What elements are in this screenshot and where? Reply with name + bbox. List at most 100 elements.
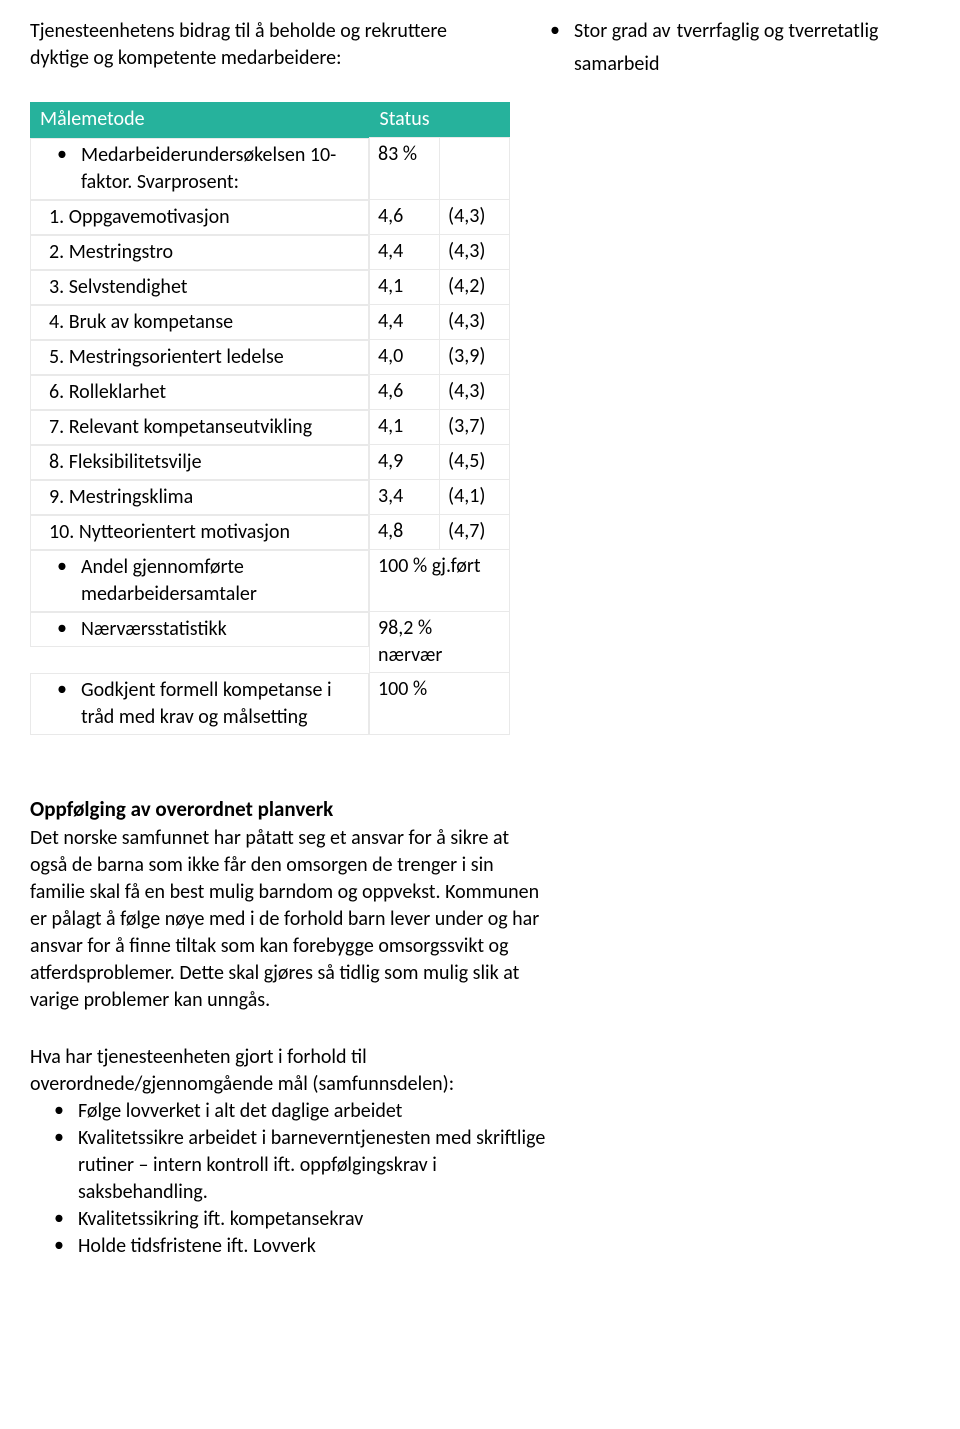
row-comparison: (4,3) [440,200,510,235]
list-item: • Kvalitetssikre arbeidet i barneverntjen… [30,1125,550,1206]
table-row: 1. Oppgavemotivasjon 4,6(4,3) [30,200,510,235]
row-comparison: (4,3) [440,375,510,410]
row-comparison: (4,3) [440,235,510,270]
table-row: 2. Mestringstro 4,4(4,3) [30,235,510,270]
list-item: • Følge lovverket i alt det daglige arbei… [30,1098,550,1125]
bottom-list: • Følge lovverket i alt det daglige arbei… [30,1098,550,1260]
row-label: 4. Bruk av kompetanse [30,305,369,340]
row-comparison: (4,2) [440,270,510,305]
bullet-icon: • [57,554,67,578]
row-label-text: 9. Mestringsklima [49,484,193,511]
row-comparison: (4,7) [440,515,510,550]
bullet-icon: • [54,1206,64,1230]
table-row: 9. Mestringsklima 3,4(4,1) [30,480,510,515]
row-label: 3. Selvstendighet [30,270,369,305]
row-label-text: 4. Bruk av kompetanse [49,309,233,336]
bullet-icon: • [54,1233,64,1257]
list-item-text: Følge lovverket i alt det daglige arbeid… [78,1098,402,1125]
col-status: Status [370,102,510,138]
row-value: 4,9 [370,445,440,480]
row-label: 1. Oppgavemotivasjon [30,200,369,235]
intro-right-mid: tverrfaglig og tverretatlig [677,18,879,45]
row-comparison: (4,1) [440,480,510,515]
intro-right-text: Stor grad av tverrfaglig og tverretatlig… [574,18,930,78]
list-item-text: Kvalitetssikring ift. kompetansekrav [78,1206,363,1233]
row-label: 7. Relevant kompetanseutvikling [30,410,369,445]
row-label: 10. Nytteorientert motivasjon [30,515,369,550]
list-item: • Kvalitetssikring ift. kompetansekrav [30,1206,550,1233]
table-body: • Medarbeiderundersøkelsen 10-faktor. Sva… [30,138,510,735]
bullet-icon: • [54,1125,64,1149]
col-method: Målemetode [30,102,370,138]
bottom-section: Hva har tjenesteenheten gjort i forhold … [30,1044,550,1260]
row-label: • Medarbeiderundersøkelsen 10-faktor. Sva… [30,138,369,200]
row-label-text: Godkjent formell kompetanse i tråd med k… [81,677,360,731]
row-label-text: 2. Mestringstro [49,239,173,266]
bullet-icon: • [550,18,560,42]
row-value: 100 % [370,673,510,735]
row-value: 4,6 [370,200,440,235]
list-item: • Holde tidsfristene ift. Lovverk [30,1233,550,1260]
row-value: 4,8 [370,515,440,550]
intro-right-lead: Stor grad av [574,18,671,45]
intro-right-tail: samarbeid [574,51,660,78]
row-comparison: (4,3) [440,305,510,340]
bottom-lead: Hva har tjenesteenheten gjort i forhold … [30,1044,550,1098]
list-item-text: Holde tidsfristene ift. Lovverk [78,1233,316,1260]
row-label-text: 10. Nytteorientert motivasjon [49,519,290,546]
row-label: • Andel gjennomførte medarbeidersamtaler [30,550,369,612]
row-comparison: (4,5) [440,445,510,480]
row-label-text: 3. Selvstendighet [49,274,188,301]
row-value: 100 % gj.ført [370,550,510,612]
intro-left: Tjenesteenhetens bidrag til å beholde og… [30,18,510,72]
table-row: 5. Mestringsorientert ledelse 4,0(3,9) [30,340,510,375]
row-label: 9. Mestringsklima [30,480,369,515]
row-label: • Godkjent formell kompetanse i tråd med … [30,673,369,735]
row-value: 83 % [370,138,440,200]
bullet-icon: • [57,616,67,640]
row-label: 6. Rolleklarhet [30,375,369,410]
table-row: 3. Selvstendighet 4,1(4,2) [30,270,510,305]
row-value: 4,1 [370,410,440,445]
row-label-text: 1. Oppgavemotivasjon [49,204,230,231]
mid-section: Oppfølging av overordnet planverk Det no… [30,795,550,1014]
row-label-text: Andel gjennomførte medarbeidersamtaler [81,554,360,608]
row-label-text: 5. Mestringsorientert ledelse [49,344,284,371]
intro-row: Tjenesteenhetens bidrag til å beholde og… [30,18,930,78]
row-label-text: Medarbeiderundersøkelsen 10-faktor. Svar… [81,142,360,196]
row-value: 4,0 [370,340,440,375]
row-label-text: 8. Fleksibilitetsvilje [49,449,202,476]
row-value: 4,6 [370,375,440,410]
intro-right: • Stor grad av tverrfaglig og tverretatl… [550,18,930,78]
row-value: 3,4 [370,480,440,515]
row-comparison: (3,7) [440,410,510,445]
row-value: 4,4 [370,305,440,340]
row-label: 2. Mestringstro [30,235,369,270]
bullet-icon: • [57,677,67,701]
table-row: 6. Rolleklarhet 4,6(4,3) [30,375,510,410]
row-label: 5. Mestringsorientert ledelse [30,340,369,375]
table-row: 10. Nytteorientert motivasjon 4,8(4,7) [30,515,510,550]
table-row: 7. Relevant kompetanseutvikling 4,1(3,7) [30,410,510,445]
table-row: • Medarbeiderundersøkelsen 10-faktor. Sva… [30,138,510,200]
measurement-table: Målemetode Status • Medarbeiderundersøkel… [30,102,510,735]
mid-heading: Oppfølging av overordnet planverk [30,795,550,823]
table-row: • Andel gjennomførte medarbeidersamtaler1… [30,550,510,612]
table-row: 8. Fleksibilitetsvilje 4,9(4,5) [30,445,510,480]
mid-body: Det norske samfunnet har påtatt seg et a… [30,825,550,1014]
table-row: • Godkjent formell kompetanse i tråd med … [30,673,510,735]
row-comparison: (3,9) [440,340,510,375]
table-row: •Nærværsstatistikk98,2 % nærvær [30,612,510,673]
row-label: •Nærværsstatistikk [30,612,369,647]
row-label-text: 6. Rolleklarhet [49,379,166,406]
list-item-text: Kvalitetssikre arbeidet i barneverntjene… [78,1125,550,1206]
row-comparison [440,138,510,200]
row-value: 4,1 [370,270,440,305]
table-row: 4. Bruk av kompetanse 4,4(4,3) [30,305,510,340]
row-value: 98,2 % nærvær [370,612,510,673]
bullet-icon: • [57,142,67,166]
row-label: 8. Fleksibilitetsvilje [30,445,369,480]
row-label-text: 7. Relevant kompetanseutvikling [49,414,312,441]
row-value: 4,4 [370,235,440,270]
bullet-icon: • [54,1098,64,1122]
